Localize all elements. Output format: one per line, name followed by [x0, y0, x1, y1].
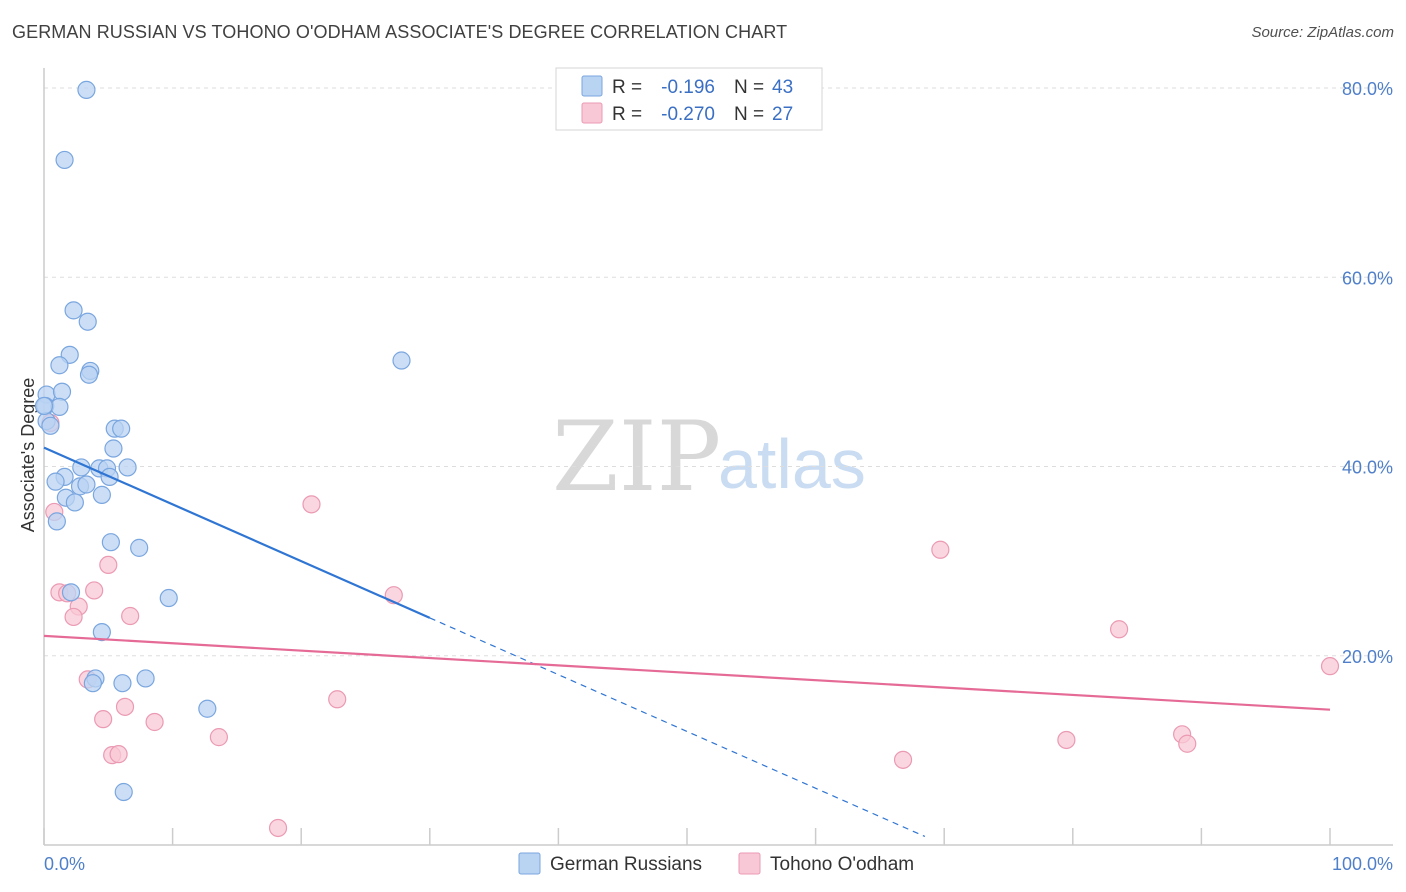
german-russians-point: [112, 419, 131, 438]
tohono-oodham-point: [302, 495, 321, 514]
x-tick-label-max: 100.0%: [1332, 854, 1393, 874]
y-tick-label-40: 40.0%: [1342, 458, 1393, 478]
german-russians-point: [104, 439, 123, 458]
tohono-oodham-point: [94, 710, 113, 729]
german-russians-point: [113, 674, 132, 693]
german-russians-point: [77, 475, 96, 494]
y-axis-label: Associate's Degree: [18, 378, 38, 533]
legend-r-label-2: R =: [612, 104, 642, 125]
legend-n-value-1: 43: [772, 77, 793, 98]
legend-r-value-2: -0.270: [661, 104, 715, 125]
watermark: ZIP atlas: [552, 401, 866, 513]
tohono-oodham-point: [209, 728, 228, 747]
german-russians-point: [130, 538, 149, 557]
tohono-oodham-trend-line: [43, 634, 1331, 711]
y-tick-label-20: 20.0%: [1342, 647, 1393, 667]
german-russians-point: [64, 301, 83, 320]
watermark-atlas: atlas: [718, 425, 866, 503]
legend-swatch-german-russians: [581, 75, 603, 97]
series-legend-tohono-oodham: Tohono O'odham: [770, 854, 914, 875]
legend-r-value-1: -0.196: [661, 77, 715, 98]
source-label: Source: ZipAtlas.com: [1251, 24, 1394, 41]
tohono-oodham-point: [1109, 620, 1129, 639]
german-russians-point: [52, 382, 72, 401]
legend-n-value-2: 27: [772, 104, 793, 125]
tohono-oodham-point: [931, 540, 950, 559]
german-russians-point: [78, 312, 97, 331]
trend-lines: [43, 446, 1331, 838]
series-legend-german-russians: German Russians: [550, 854, 702, 875]
tohono-oodham-point: [328, 690, 347, 709]
gridlines: [44, 87, 1393, 657]
tohono-oodham-point: [1178, 734, 1197, 753]
tohono-oodham-point: [121, 606, 140, 626]
german-russians-point: [47, 512, 66, 531]
tohono-oodham-point: [109, 745, 128, 764]
y-tick-label-60: 60.0%: [1342, 268, 1393, 288]
german-russians-point: [92, 485, 111, 504]
german-russians-point: [77, 80, 96, 99]
chart-title: GERMAN RUSSIAN VS TOHONO O'ODHAM ASSOCIA…: [12, 22, 788, 42]
german-russians-point: [83, 674, 102, 693]
correlation-legend: R = -0.196 N = 43 R = -0.270 N = 27: [555, 67, 823, 131]
legend-r-label-1: R =: [612, 77, 642, 98]
tohono-oodham-point: [1057, 730, 1076, 750]
series-legend: German Russians Tohono O'odham: [518, 852, 914, 875]
german-russians-point: [159, 588, 178, 608]
y-tick-label-80: 80.0%: [1342, 79, 1393, 99]
tohono-oodham-point: [268, 818, 288, 838]
german-russians-point: [118, 458, 137, 477]
tohono-oodham-point: [893, 750, 913, 769]
tohono-oodham-point: [145, 712, 164, 732]
german-russians-point: [50, 397, 69, 416]
german-russians-point: [114, 782, 133, 802]
tohono-oodham-point: [99, 555, 118, 575]
german-russians-trend-line: [43, 446, 431, 619]
german-russians-point: [136, 669, 155, 688]
german-russians-points: [34, 80, 411, 802]
series-legend-swatch-german-russians: [518, 852, 541, 875]
tohono-oodham-point: [1320, 657, 1340, 676]
german-russians-trend-extension: [429, 617, 926, 838]
series-legend-swatch-tohono-oodham: [738, 852, 761, 875]
german-russians-point: [392, 351, 411, 370]
german-russians-point: [55, 150, 74, 170]
german-russians-point: [34, 396, 54, 416]
tohono-oodham-point: [115, 697, 135, 716]
german-russians-point: [65, 493, 84, 512]
german-russians-point: [46, 472, 65, 491]
tohono-oodham-point: [85, 581, 104, 600]
legend-swatch-tohono-oodham: [581, 102, 603, 124]
german-russians-point: [92, 622, 111, 642]
legend-n-label-2: N =: [734, 104, 764, 125]
german-russians-point: [41, 416, 60, 435]
german-russians-point: [61, 583, 81, 602]
axes: [43, 68, 1393, 846]
german-russians-point: [79, 365, 99, 384]
german-russians-point: [101, 533, 120, 552]
german-russians-point: [50, 356, 69, 375]
tohono-oodham-point: [64, 607, 83, 627]
watermark-zip: ZIP: [552, 401, 721, 513]
y-tick-labels: 20.0% 40.0% 60.0% 80.0%: [1342, 79, 1393, 667]
german-russians-point: [198, 699, 217, 718]
legend-n-label-1: N =: [734, 77, 764, 98]
x-tick-label-min: 0.0%: [44, 854, 85, 874]
